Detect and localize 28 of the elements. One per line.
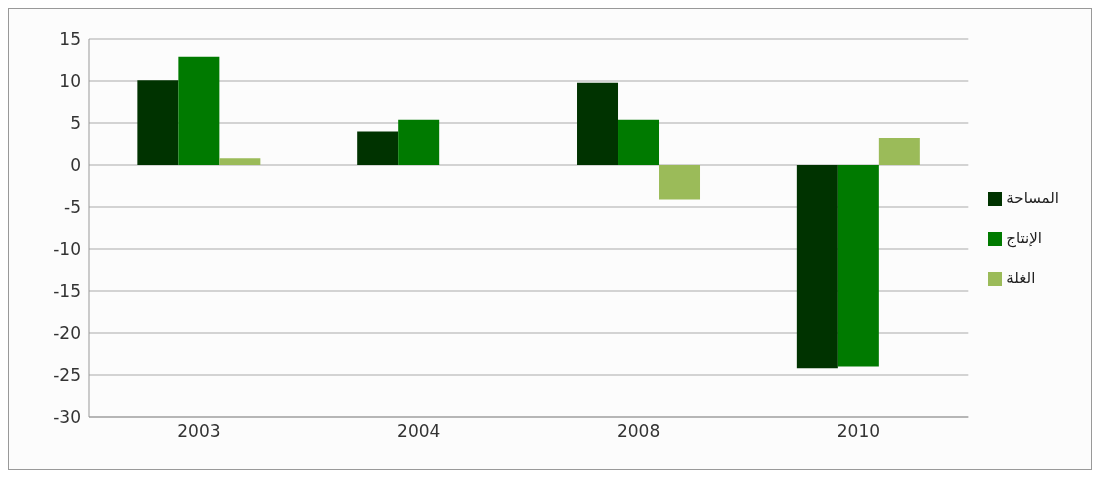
y-tick-label: -25 — [53, 365, 81, 386]
y-tick-label: -10 — [53, 239, 81, 260]
y-tick-label: -30 — [53, 407, 81, 428]
bar — [796, 165, 838, 369]
x-tick-label: 2008 — [616, 421, 661, 442]
bar — [137, 80, 179, 165]
legend-label: الغلة — [1006, 269, 1036, 287]
y-tick-label: -5 — [64, 197, 81, 218]
bar — [659, 165, 701, 200]
y-tick-label: -15 — [53, 281, 81, 302]
y-tick-label: 10 — [59, 71, 81, 92]
bar — [178, 56, 220, 165]
bar — [618, 119, 660, 165]
y-tick-label: 5 — [70, 113, 81, 134]
legend-label: الإنتاج — [1006, 229, 1042, 247]
bar — [837, 165, 879, 367]
y-tick-label: 15 — [59, 29, 81, 50]
x-tick-label: 2004 — [397, 421, 441, 442]
bar — [577, 82, 619, 165]
bar — [878, 138, 920, 165]
bar — [357, 131, 399, 165]
bar — [219, 158, 261, 165]
x-tick-label: 2010 — [836, 421, 881, 442]
y-tick-label: 0 — [70, 155, 81, 176]
x-tick-label: 2003 — [177, 421, 221, 442]
legend-label: المساحة — [1006, 189, 1059, 207]
y-tick-label: -20 — [53, 323, 81, 344]
bar — [398, 119, 440, 165]
